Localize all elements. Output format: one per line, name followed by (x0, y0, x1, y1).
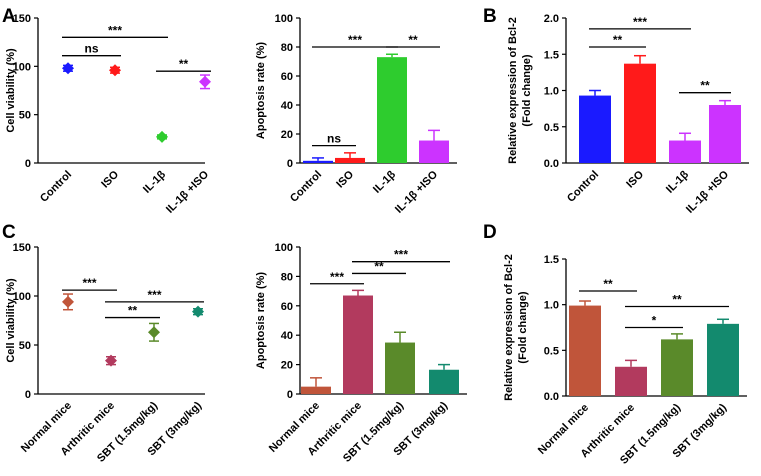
d-y-tick-label: 0.0 (544, 391, 559, 403)
a2-bar (377, 57, 407, 163)
a1-y-tick-label: 0 (25, 158, 31, 170)
c1-y-tick-label: 0 (25, 389, 31, 401)
d-bar (615, 366, 647, 396)
a2-category-label: IL-1β +ISO (393, 168, 440, 215)
c2-bar (429, 369, 459, 394)
a1-category-label: IL-1β (141, 168, 168, 195)
b-category-label: ISO (624, 168, 646, 190)
a2-y-tick-label: 100 (275, 13, 293, 25)
c1-y-label: Cell viability (%) (5, 278, 17, 363)
d-y-tick-label: 1.0 (544, 300, 559, 312)
a2-y-tick-label: 0 (287, 158, 293, 170)
c1-point (62, 295, 74, 308)
a1-category-label: IL-1β +ISO (164, 168, 211, 215)
c2-y-tick-label: 40 (281, 330, 293, 342)
panel-label-c: C (2, 222, 16, 243)
a2-sig-label: ** (408, 33, 418, 47)
a2-bar (419, 140, 449, 163)
a1-sig-label: ** (179, 57, 189, 71)
c1-y-tick-label: 100 (13, 291, 31, 303)
b-y-label-2: (Fold change) (521, 54, 533, 126)
d-sig-label: ** (603, 277, 613, 291)
a1-point (109, 64, 121, 77)
c2-bar (343, 295, 373, 394)
c2-y-label: Apoptosis rate (%) (255, 272, 267, 370)
a2-category-label: IL-1β (371, 168, 398, 195)
c2-bar (385, 342, 415, 394)
d-sig-label: * (652, 314, 657, 328)
b-bar (669, 140, 701, 163)
c1-sig-label: *** (147, 288, 161, 302)
a1-category-label: Control (38, 169, 74, 205)
a2-y-tick-label: 60 (281, 71, 293, 83)
b-bar (624, 63, 656, 163)
c2-y-tick-label: 80 (281, 271, 293, 283)
d-bar (661, 339, 693, 396)
c2-sig-label: *** (330, 270, 344, 284)
a2-sig-label: *** (348, 33, 362, 47)
a1-point (156, 130, 168, 143)
c2-y-tick-label: 60 (281, 301, 293, 313)
c1-point (148, 326, 160, 339)
b-bar (579, 95, 611, 163)
panel-label-a: A (2, 6, 16, 27)
panel-label-d: D (483, 222, 497, 243)
a2-category-label: ISO (334, 168, 356, 190)
a2-bar (335, 157, 365, 163)
c1-point (192, 305, 204, 318)
b-sig-label: ** (613, 33, 623, 47)
a1-y-tick-label: 100 (13, 61, 31, 73)
d-sig-label: ** (672, 292, 682, 306)
a1-sig-label: *** (108, 23, 122, 37)
c1-y-tick-label: 50 (19, 340, 31, 352)
c2-bar (301, 386, 331, 394)
d-bar (707, 323, 739, 396)
a1-point (62, 62, 74, 75)
a1-category-label: ISO (99, 168, 121, 190)
b-bar (709, 105, 741, 163)
d-y-tick-label: 0.5 (544, 345, 559, 357)
c2-y-tick-label: 20 (281, 360, 293, 372)
b-y-tick-label: 0.5 (544, 122, 559, 134)
a2-y-tick-label: 80 (281, 42, 293, 54)
b-y-tick-label: 1.0 (544, 86, 559, 98)
b-y-tick-label: 2.0 (544, 13, 559, 25)
b-y-tick-label: 1.5 (544, 49, 559, 61)
b-category-label: IL-1β (664, 168, 691, 195)
c2-sig-label: ** (374, 259, 384, 273)
a1-y-label: Cell viability (%) (5, 48, 17, 133)
b-sig-label: *** (633, 15, 647, 29)
a2-y-tick-label: 40 (281, 100, 293, 112)
c2-y-tick-label: 100 (275, 242, 293, 254)
a2-y-tick-label: 20 (281, 129, 293, 141)
b-category-label: Control (565, 169, 601, 205)
a1-point (199, 75, 211, 88)
a1-y-tick-label: 150 (13, 13, 31, 25)
d-y-tick-label: 1.5 (544, 254, 559, 266)
c2-y-tick-label: 0 (287, 389, 293, 401)
c2-sig-label: *** (394, 248, 408, 262)
a1-y-tick-label: 50 (19, 110, 31, 122)
c1-sig-label: *** (82, 276, 96, 290)
b-y-tick-label: 0.0 (544, 158, 559, 170)
a2-bar (303, 160, 333, 163)
a2-category-label: Control (288, 169, 324, 205)
d-bar (569, 305, 601, 396)
c1-point (105, 354, 117, 367)
c1-y-tick-label: 150 (13, 242, 31, 254)
d-y-label-2: (Fold change) (517, 291, 529, 363)
panel-label-b: B (483, 6, 497, 27)
a2-y-label: Apoptosis rate (%) (255, 42, 267, 140)
b-category-label: IL-1β +ISO (684, 168, 731, 215)
b-y-label: Relative expression of Bcl-2 (507, 17, 519, 164)
c1-sig-label: ** (128, 304, 138, 318)
b-sig-label: ** (700, 79, 710, 93)
a2-sig-label: ns (327, 132, 341, 146)
a1-sig-label: ns (84, 42, 98, 56)
d-y-label: Relative expression of Bcl-2 (503, 254, 515, 401)
